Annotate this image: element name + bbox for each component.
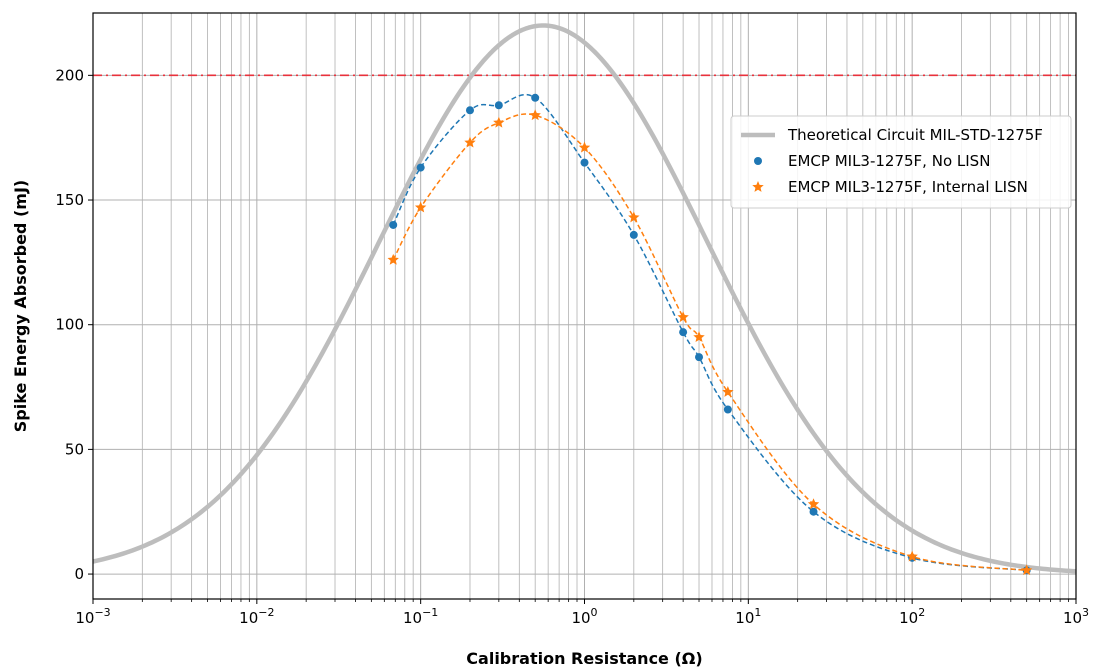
x-tick-label: 10−3 bbox=[75, 606, 110, 627]
series-internal-lisn-point bbox=[722, 386, 734, 397]
series-internal-lisn-point bbox=[578, 141, 591, 153]
y-tick-label: 150 bbox=[55, 191, 84, 209]
legend-label-internal-lisn: EMCP MIL3-1275F, Internal LISN bbox=[788, 178, 1028, 196]
legend-swatch-no-lisn bbox=[754, 157, 762, 165]
series-internal-lisn-point bbox=[387, 253, 399, 265]
series-internal-lisn-point bbox=[414, 201, 427, 213]
y-axis-title: Spike Energy Absorbed (mJ) bbox=[11, 180, 30, 432]
series-internal-lisn-point bbox=[529, 109, 541, 121]
theoretical-curve bbox=[92, 23, 1077, 574]
series-no-lisn-point bbox=[723, 405, 732, 414]
y-tick-label: 0 bbox=[74, 565, 84, 583]
axes: 0 50 100 150 200 10−3 10−2 10−1 100 101 102 103 bbox=[55, 66, 1089, 627]
y-tick-label: 100 bbox=[55, 316, 84, 334]
series-no-lisn-point bbox=[389, 220, 398, 229]
legend-label-theoretical: Theoretical Circuit MIL-STD-1275F bbox=[787, 126, 1043, 144]
legend-swatch-internal-lisn bbox=[752, 181, 764, 192]
x-tick-label: 10−2 bbox=[239, 606, 274, 627]
x-tick-label: 101 bbox=[735, 606, 761, 627]
series-internal-lisn-point bbox=[693, 331, 705, 343]
series-internal-lisn-point bbox=[628, 211, 640, 223]
legend-box bbox=[730, 115, 1072, 209]
series-no-lisn-point bbox=[695, 353, 704, 362]
series-internal-lisn-point bbox=[1020, 564, 1033, 576]
y-tick-label: 200 bbox=[55, 66, 84, 84]
legend: Theoretical Circuit MIL-STD-1275F EMCP MI… bbox=[730, 115, 1072, 209]
x-axis-title: Calibration Resistance (Ω) bbox=[466, 649, 702, 667]
series-no-lisn-point bbox=[531, 93, 540, 102]
theoretical-curve-layer bbox=[92, 23, 1077, 574]
y-tick-label: 50 bbox=[65, 440, 84, 458]
series-no-lisn-point bbox=[580, 158, 589, 167]
x-tick-label: 100 bbox=[571, 606, 597, 627]
series-no-lisn-point bbox=[679, 328, 688, 337]
series-internal-lisn-point bbox=[677, 311, 689, 323]
x-tick-label: 103 bbox=[1063, 606, 1089, 627]
measured-series-layer bbox=[387, 93, 1033, 576]
series-internal-lisn-point bbox=[464, 136, 476, 148]
series-no-lisn-point bbox=[629, 230, 638, 239]
legend-label-no-lisn: EMCP MIL3-1275F, No LISN bbox=[788, 152, 990, 170]
series-internal-lisn-point bbox=[906, 550, 918, 562]
x-tick-label: 102 bbox=[899, 606, 925, 627]
grid bbox=[92, 13, 1076, 599]
series-no-lisn-point bbox=[465, 106, 474, 115]
series-internal-lisn-point bbox=[493, 116, 505, 128]
series-no-lisn-point bbox=[809, 507, 818, 516]
series-internal-lisn-point bbox=[807, 498, 820, 510]
series-no-lisn-point bbox=[416, 163, 425, 172]
series-no-lisn-point bbox=[494, 101, 503, 110]
x-tick-label: 10−1 bbox=[403, 606, 438, 627]
